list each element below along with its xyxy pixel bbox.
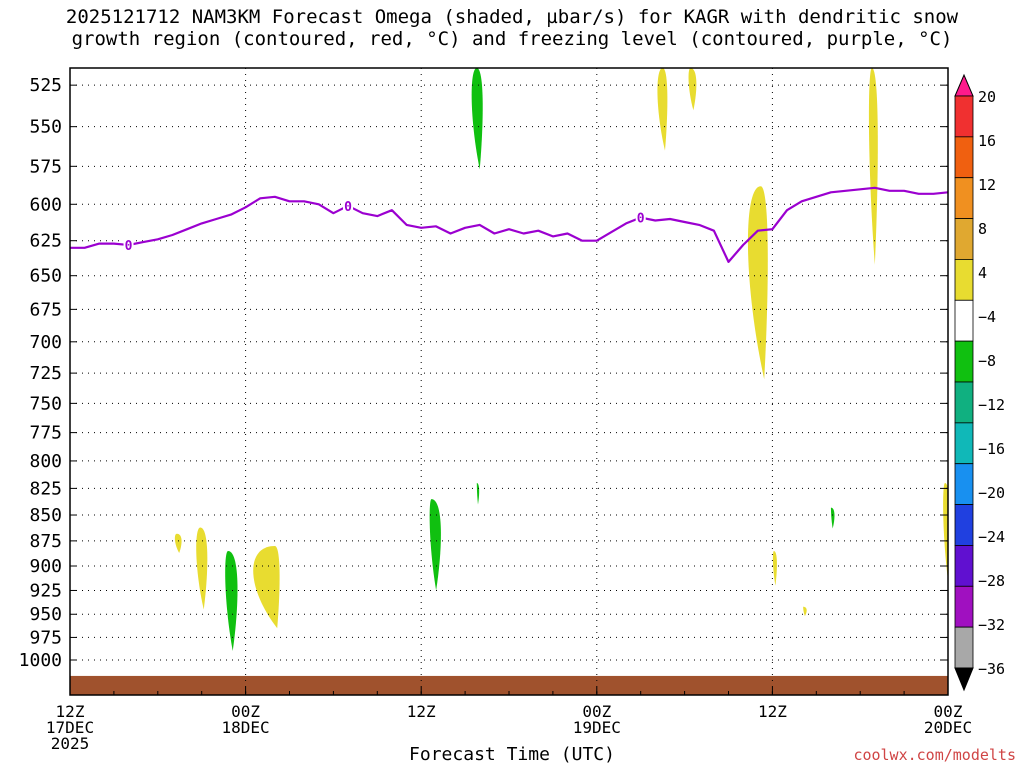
omega-area-2 [225,551,238,652]
x-tick-label-36-1: 19DEC [573,718,621,737]
plot-frame [69,67,949,696]
colorbar-label-6: −8 [978,352,996,370]
y-tick-label-925: 925 [29,580,62,601]
y-tick-label-600: 600 [29,194,62,215]
y-tick-label-650: 650 [29,266,62,287]
colorbar-top-arrow [954,73,974,97]
y-tick-label-675: 675 [29,299,62,320]
colorbar-bin-14 [954,626,974,669]
y-tick-label-725: 725 [29,363,62,384]
omega-area-5 [476,482,480,505]
colorbar-label-13: −36 [978,660,1005,678]
omega-area-11 [803,606,807,617]
colorbar-bin-2 [954,136,974,179]
y-tick-label-575: 575 [29,156,62,177]
freezing-level-label-2: 0 [637,212,645,227]
credit-text: coolwx.com/modelts [853,746,1016,764]
colorbar-label-7: −12 [978,396,1005,414]
colorbar-bin-8 [954,381,974,424]
freezing-label-bg-1 [343,198,354,213]
y-tick-label-775: 775 [29,423,62,444]
colorbar-label-4: 4 [978,264,987,282]
x-tick-label-12-0: 00Z [231,702,260,721]
freezing-label-bg-2 [635,210,646,225]
omega-area-14 [943,482,948,576]
y-tick-label-550: 550 [29,117,62,138]
x-tick-label-0-1: 17DEC [46,718,94,737]
y-tick-label-950: 950 [29,604,62,625]
omega-area-1 [196,527,208,610]
colorbar-bin-4 [954,218,974,260]
x-tick-label-0-0: 12Z [56,702,85,721]
omega-area-10 [772,551,777,586]
colorbar-label-10: −24 [978,528,1005,546]
terrain-fill [70,675,948,695]
y-tick-label-525: 525 [29,75,62,96]
omega-area-7 [657,68,668,151]
colorbar-label-11: −28 [978,572,1005,590]
omega-area-13 [868,68,878,265]
colorbar-bin-9 [954,422,974,465]
colorbar-label-12: −32 [978,616,1005,634]
colorbar-label-9: −20 [978,484,1005,502]
colorbar-bottom-arrow [954,667,974,692]
colorbar-bin-5 [954,259,974,301]
colorbar-bin-10 [954,463,974,505]
y-tick-label-825: 825 [29,478,62,499]
x-tick-label-0-2: 2025 [51,734,90,753]
colorbar-bin-13 [954,585,974,628]
colorbar-bin-3 [954,177,974,219]
omega-area-9 [747,186,768,380]
chart-title: 2025121712 NAM3KM Forecast Omega (shaded… [0,6,1024,50]
y-tick-label-975: 975 [29,627,62,648]
omega-area-3 [253,545,280,629]
x-tick-label-48-0: 12Z [758,702,787,721]
colorbar-bin-1 [954,95,974,138]
omega-area-4 [471,68,483,170]
y-tick-label-875: 875 [29,531,62,552]
x-tick-label-60-1: 20DEC [924,718,972,737]
colorbar-label-3: 8 [978,220,987,238]
omega-area-12 [830,507,835,529]
colorbar-label-1: 16 [978,132,996,150]
title-line-1: 2025121712 NAM3KM Forecast Omega (shaded… [65,6,959,28]
omega-area-0 [174,533,182,554]
title-line-2: growth region (contoured, red, °C) and f… [71,28,953,50]
freezing-label-bg-0 [123,237,134,252]
colorbar-bin-7 [954,340,974,383]
colorbar-bin-6 [954,299,974,342]
x-tick-label-60-0: 00Z [934,702,963,721]
y-tick-label-625: 625 [29,231,62,252]
colorbar-bin-12 [954,545,974,587]
colorbar-label-5: −4 [978,308,996,326]
omega-area-8 [688,68,697,111]
colorbar-label-8: −16 [978,440,1005,458]
freezing-level-label-1: 0 [344,200,352,215]
colorbar-bin-11 [954,504,974,546]
y-tick-label-900: 900 [29,556,62,577]
omega-areas [174,68,948,652]
x-axis-label: Forecast Time (UTC) [409,744,615,765]
y-tick-label-1000: 1000 [19,650,62,671]
colorbar-label-2: 12 [978,176,996,194]
x-tick-label-12-1: 18DEC [222,718,270,737]
freezing-level-line [70,186,949,263]
omega-area-6 [429,499,441,591]
y-tick-label-700: 700 [29,332,62,353]
y-tick-label-750: 750 [29,393,62,414]
x-tick-label-24-0: 12Z [407,702,436,721]
y-tick-label-800: 800 [29,451,62,472]
x-tick-label-36-0: 00Z [582,702,611,721]
colorbar-label-0: 20 [978,88,996,106]
freezing-level-label-0: 0 [125,239,133,254]
y-tick-label-850: 850 [29,505,62,526]
